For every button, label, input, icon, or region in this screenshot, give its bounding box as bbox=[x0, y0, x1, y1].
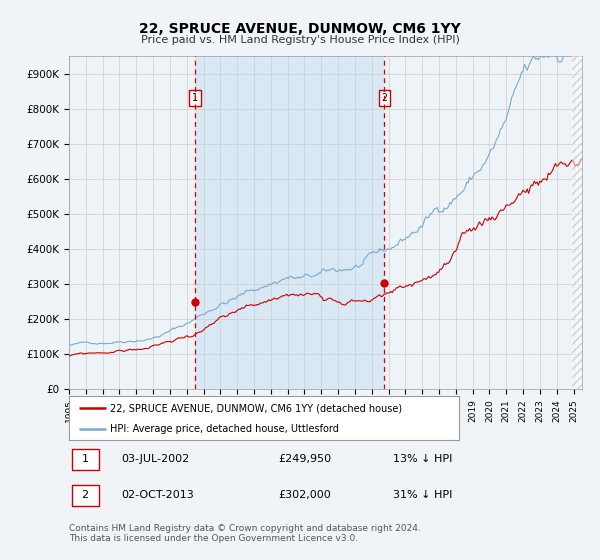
Text: 13% ↓ HPI: 13% ↓ HPI bbox=[392, 454, 452, 464]
Text: Contains HM Land Registry data © Crown copyright and database right 2024.
This d: Contains HM Land Registry data © Crown c… bbox=[69, 524, 421, 543]
Bar bbox=[572, 56, 583, 389]
FancyBboxPatch shape bbox=[71, 485, 99, 506]
Text: 22, SPRUCE AVENUE, DUNMOW, CM6 1YY: 22, SPRUCE AVENUE, DUNMOW, CM6 1YY bbox=[139, 22, 461, 36]
Text: 22, SPRUCE AVENUE, DUNMOW, CM6 1YY (detached house): 22, SPRUCE AVENUE, DUNMOW, CM6 1YY (deta… bbox=[110, 403, 402, 413]
Text: 2: 2 bbox=[82, 491, 89, 501]
Text: £302,000: £302,000 bbox=[278, 491, 331, 501]
Text: HPI: Average price, detached house, Uttlesford: HPI: Average price, detached house, Uttl… bbox=[110, 424, 339, 433]
Text: Price paid vs. HM Land Registry's House Price Index (HPI): Price paid vs. HM Land Registry's House … bbox=[140, 35, 460, 45]
Text: 02-OCT-2013: 02-OCT-2013 bbox=[121, 491, 194, 501]
Text: 1: 1 bbox=[82, 454, 89, 464]
Text: 31% ↓ HPI: 31% ↓ HPI bbox=[392, 491, 452, 501]
Bar bbox=[195, 56, 385, 389]
FancyBboxPatch shape bbox=[71, 449, 99, 470]
Text: 1: 1 bbox=[192, 93, 198, 103]
Text: 03-JUL-2002: 03-JUL-2002 bbox=[121, 454, 190, 464]
Text: 2: 2 bbox=[382, 93, 388, 103]
Text: £249,950: £249,950 bbox=[278, 454, 331, 464]
